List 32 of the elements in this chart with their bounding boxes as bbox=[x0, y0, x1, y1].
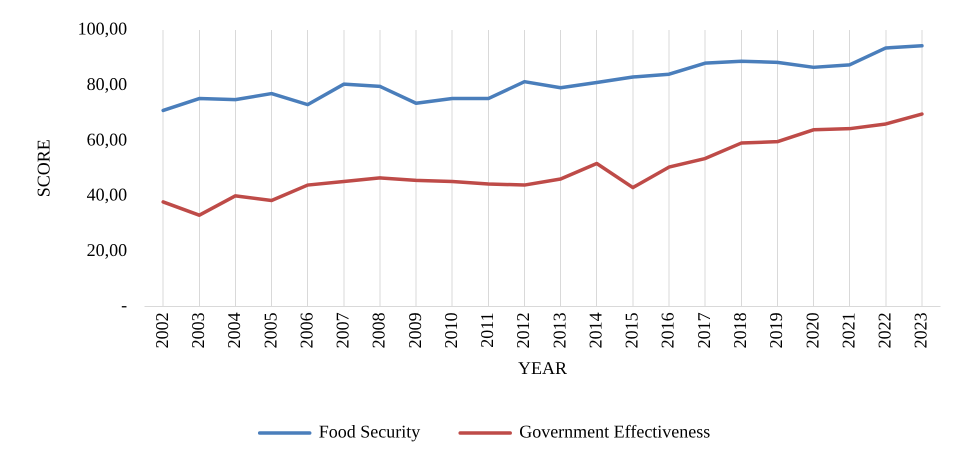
x-tick-label: 2021 bbox=[838, 312, 858, 348]
x-tick-label: 2005 bbox=[260, 312, 280, 348]
x-tick-label: 2006 bbox=[296, 312, 316, 348]
x-tick-label: 2002 bbox=[152, 312, 172, 348]
x-tick-label: 2014 bbox=[585, 312, 606, 348]
x-tick-label: 2023 bbox=[910, 312, 931, 348]
x-tick-label: 2008 bbox=[368, 312, 389, 348]
x-axis-title: YEAR bbox=[518, 358, 568, 378]
y-tick-label: 20,00 bbox=[86, 240, 128, 260]
x-tick-label: 2019 bbox=[766, 312, 786, 348]
x-tick-label: 2022 bbox=[874, 312, 895, 348]
y-axis-title: SCORE bbox=[34, 139, 54, 198]
x-tick-label: 2007 bbox=[332, 312, 353, 348]
legend-label: Government Effectiveness bbox=[519, 422, 710, 442]
x-tick-label: 2013 bbox=[549, 312, 570, 348]
x-tick-label: 2010 bbox=[440, 312, 461, 348]
x-tick-label: 2003 bbox=[188, 312, 208, 348]
y-tick-label: 80,00 bbox=[86, 74, 128, 94]
x-tick-label: 2004 bbox=[224, 312, 244, 348]
x-tick-label: 2015 bbox=[622, 312, 642, 348]
x-tick-label: 2016 bbox=[658, 312, 678, 348]
y-tick-label: 60,00 bbox=[86, 129, 128, 150]
x-tick-label: 2009 bbox=[404, 312, 425, 348]
x-tick-label: 2011 bbox=[477, 312, 498, 348]
x-tick-label: 2018 bbox=[730, 312, 750, 348]
legend-label: Food Security bbox=[318, 422, 420, 442]
y-tick-label: 100,00 bbox=[78, 18, 128, 39]
y-tick-label: 40,00 bbox=[86, 184, 128, 205]
x-tick-label: 2020 bbox=[802, 312, 822, 348]
x-tick-label: 2017 bbox=[694, 312, 714, 348]
x-tick-label: 2012 bbox=[513, 312, 534, 348]
y-tick-label: - bbox=[121, 295, 128, 316]
